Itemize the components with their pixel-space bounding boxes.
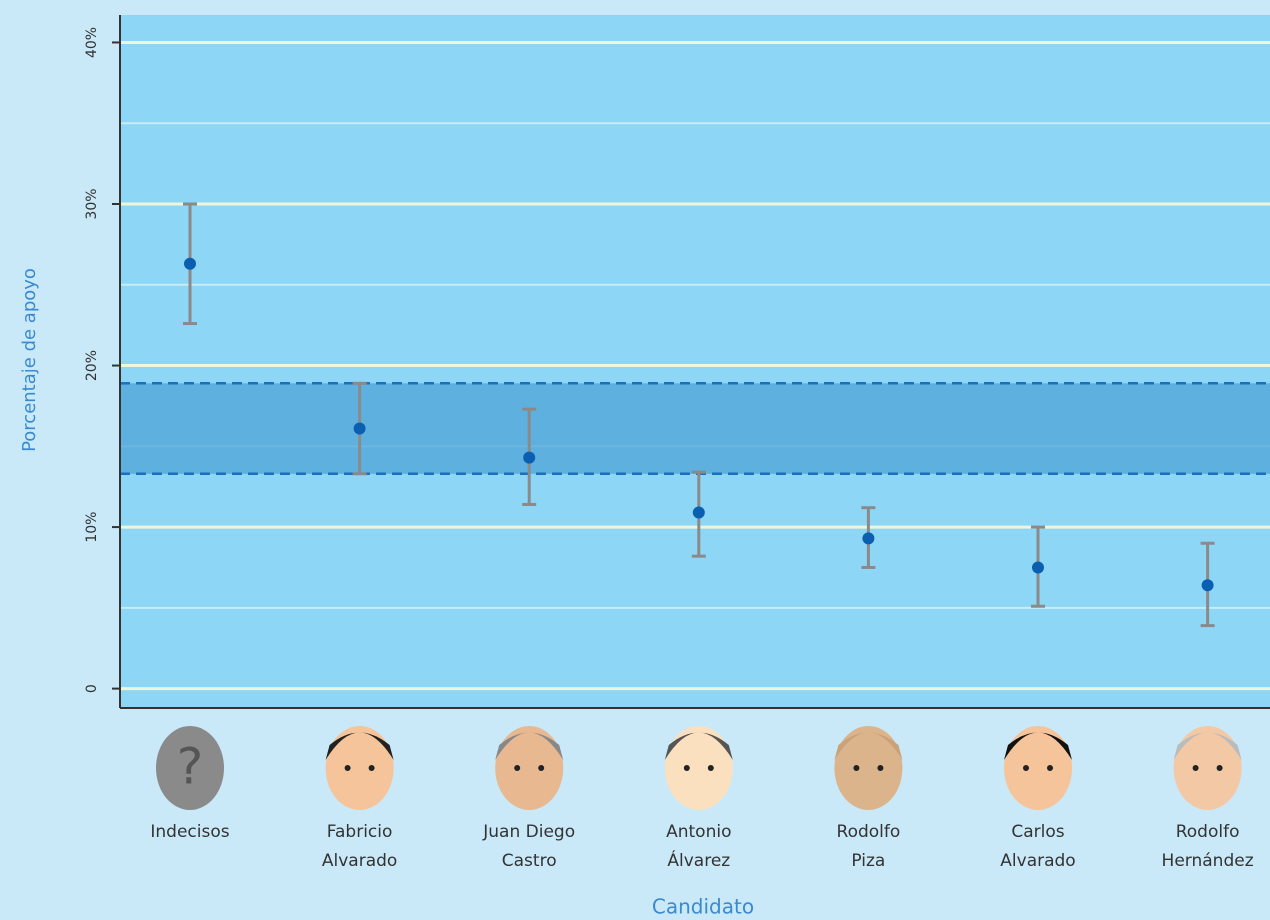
face-icon [834, 726, 903, 810]
point [862, 532, 875, 545]
eye [1216, 765, 1223, 771]
x-axis-label: Candidato [652, 895, 754, 919]
eye [344, 765, 351, 771]
point [523, 451, 536, 464]
point [1032, 561, 1044, 574]
x-tick-label: Rodolfo Hernández [1161, 822, 1254, 871]
band [120, 383, 1270, 474]
eye [683, 765, 690, 771]
x-tick-label: Indecisos [150, 822, 230, 842]
eye [1023, 765, 1029, 771]
eye [514, 765, 521, 771]
face-icon [1173, 726, 1242, 810]
face-icon [664, 726, 733, 810]
plot-area [120, 15, 1270, 708]
eye [707, 765, 714, 771]
y-tick-label: 10% [84, 512, 100, 543]
face-icon [1004, 726, 1072, 810]
hair [834, 732, 903, 760]
eye [538, 765, 545, 771]
x-tick-label: Juan Diego Castro [483, 822, 576, 871]
face-icon [156, 726, 224, 810]
hair [1173, 732, 1242, 760]
x-tick-label: Rodolfo Piza [836, 822, 901, 871]
x-tick-label: Antonio Álvarez [666, 822, 732, 871]
point [184, 257, 196, 270]
eye [368, 765, 375, 771]
x-tick-label: Carlos Alvarado [1000, 822, 1076, 871]
eye [877, 765, 884, 771]
hair [1004, 732, 1072, 760]
point [1201, 579, 1214, 592]
point [692, 506, 705, 519]
y-tick-label: 30% [84, 188, 100, 219]
y-axis-label: Porcentaje de apoyo [19, 268, 40, 452]
y-tick-label: 40% [84, 27, 100, 58]
y-tick-label: 0 [84, 684, 100, 693]
eye [853, 765, 860, 771]
question-mark: ? [177, 738, 204, 796]
y-tick-label: 20% [84, 350, 100, 381]
hair [664, 732, 733, 760]
eye [1047, 765, 1053, 771]
point [353, 422, 366, 435]
x-tick-label: Fabricio Alvarado [321, 822, 398, 871]
hair [325, 732, 394, 760]
face-icon [495, 726, 564, 810]
hair [495, 732, 564, 760]
face-icon [325, 726, 394, 810]
eye [1192, 765, 1199, 771]
